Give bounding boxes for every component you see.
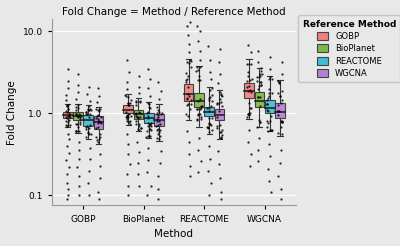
Bar	[73, 112, 83, 120]
Bar	[194, 92, 204, 107]
Bar	[84, 115, 93, 126]
Bar	[184, 84, 194, 101]
Bar	[244, 83, 254, 98]
Bar	[204, 107, 214, 116]
Bar	[134, 110, 143, 119]
Bar	[215, 109, 224, 120]
Bar	[275, 103, 285, 118]
Y-axis label: Fold Change: Fold Change	[7, 80, 17, 145]
Bar	[94, 116, 103, 128]
Bar	[154, 114, 164, 126]
Legend: GOBP, BioPlanet, REACTOME, WGCNA: GOBP, BioPlanet, REACTOME, WGCNA	[298, 15, 400, 82]
Bar	[265, 100, 274, 113]
Bar	[254, 92, 264, 107]
Bar	[144, 113, 154, 123]
Bar	[63, 112, 72, 118]
X-axis label: Method: Method	[154, 229, 193, 239]
Title: Fold Change = Method / Reference Method: Fold Change = Method / Reference Method	[62, 7, 286, 17]
Bar	[123, 106, 133, 113]
